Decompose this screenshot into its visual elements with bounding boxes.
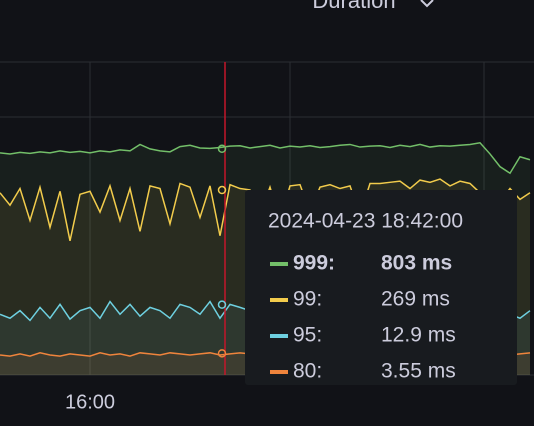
tooltip-series: 999: [293, 252, 335, 275]
tooltip-value: 269 ms [381, 288, 450, 311]
hover-point [217, 185, 227, 195]
x-tick-label: 16:00 [65, 391, 115, 413]
tooltip-value: 3.55 ms [381, 360, 456, 383]
series-line [0, 142, 531, 175]
hover-point [217, 349, 227, 358]
tooltip-series: 80: [293, 360, 322, 383]
tooltip-value: 12.9 ms [381, 324, 456, 347]
tooltip: 2024-04-23 18:42:00 999: 803 ms 99: 269 ms 9… [245, 190, 517, 385]
tooltip-value: 803 ms [381, 252, 452, 275]
hover-point [217, 144, 227, 154]
hover-points [217, 144, 227, 358]
tooltip-time: 2024-04-23 18:42:00 [268, 210, 463, 233]
tooltip-series: 99: [293, 288, 322, 311]
tooltip-box [245, 190, 517, 385]
panel-title[interactable]: Duration [312, 0, 395, 13]
hover-point [217, 300, 227, 309]
tooltip-series: 95: [293, 324, 322, 347]
title-chevron[interactable] [420, 0, 434, 8]
